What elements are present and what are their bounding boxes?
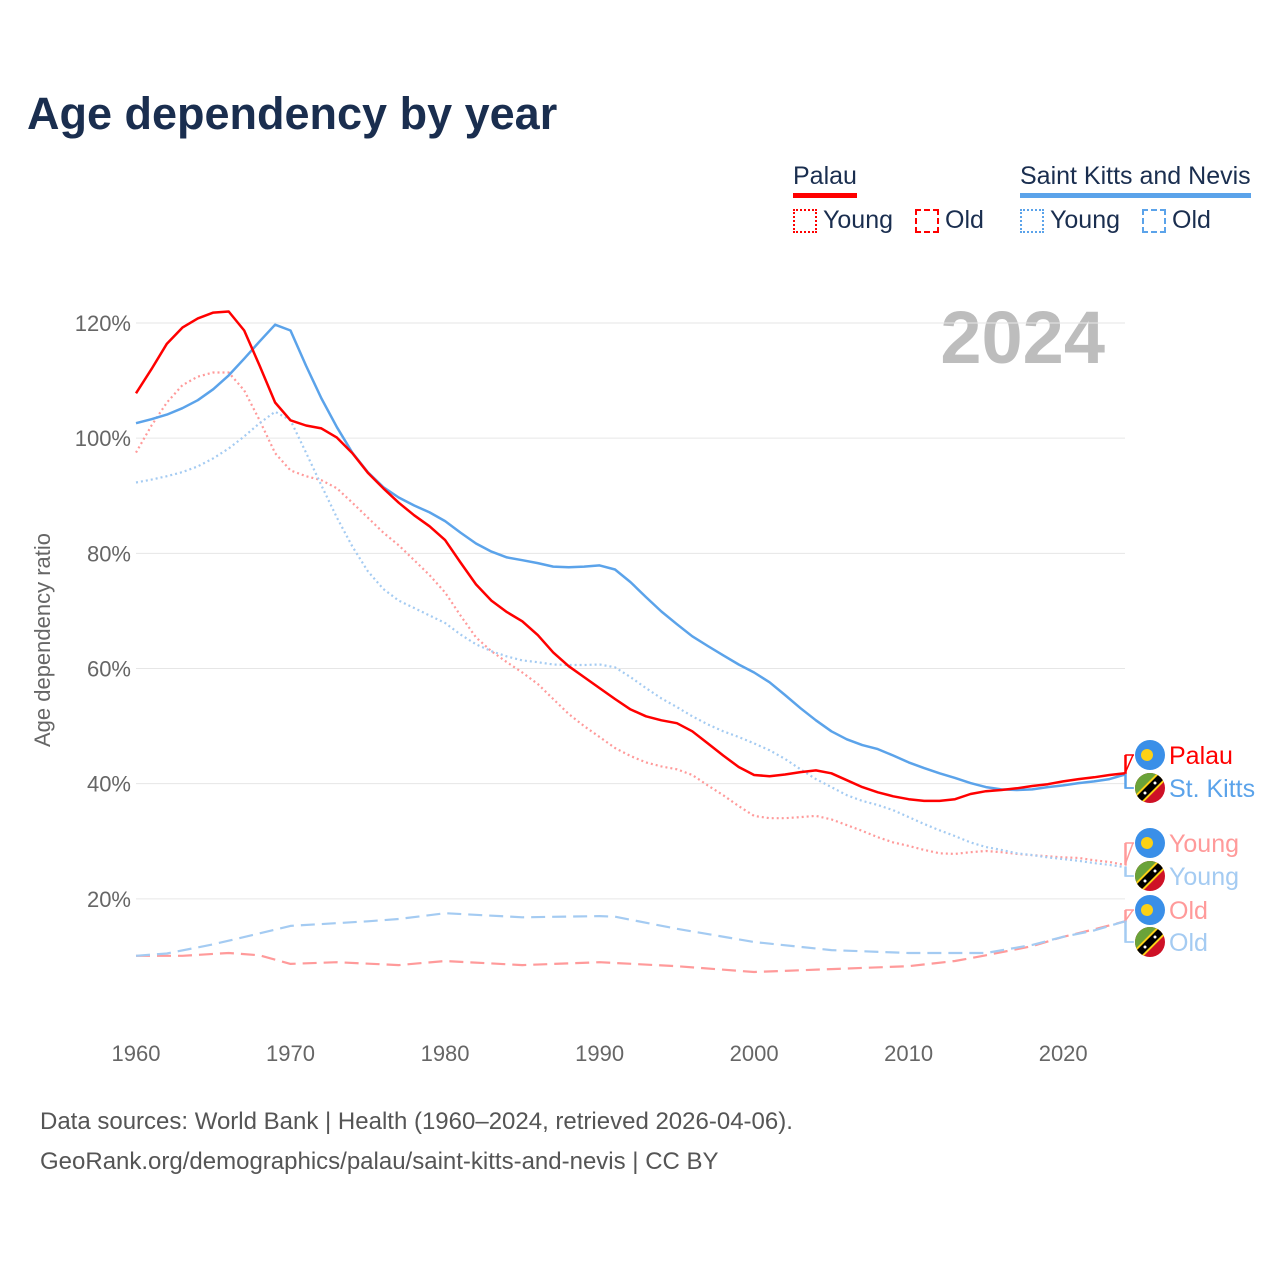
legend-item-old: Old: [1142, 206, 1211, 235]
legend-label: Old: [1172, 206, 1211, 234]
series-line-saint-kitts-and-nevis: [135, 323, 1126, 792]
label-connector: [1125, 866, 1134, 877]
end-label: Old: [1169, 897, 1208, 925]
legend-label: Young: [1050, 206, 1120, 234]
series-line-palau-old: [136, 920, 1126, 974]
legend-item-young: Young: [793, 206, 893, 235]
legend-name: Palau: [793, 162, 857, 198]
sources-link[interactable]: GeoRank.org/demographics/palau/saint-kit…: [40, 1148, 719, 1175]
palau-flag-moon: [1141, 749, 1153, 761]
skn-flag-icon: [1135, 927, 1165, 957]
year-watermark: 2024: [940, 296, 1105, 379]
end-label: Old: [1169, 929, 1208, 957]
end-label: Young: [1169, 863, 1239, 891]
x-tick-label: 2010: [884, 1041, 933, 1066]
y-tick-label: 120%: [75, 311, 131, 336]
legend-label: Old: [945, 206, 984, 234]
palau-flag-moon: [1141, 904, 1153, 916]
x-tick-label: 1970: [266, 1041, 315, 1066]
legend-group-skn: Saint Kitts and Nevis Young Old: [1020, 162, 1251, 235]
y-axis-title: Age dependency ratio: [30, 533, 55, 747]
label-connector: [1125, 773, 1134, 789]
series-line-saint-kitts-and-nevis-young: [135, 410, 1126, 869]
series-line-palau: [134, 310, 1126, 803]
legend-item-old: Old: [915, 206, 984, 235]
x-tick-label: 2020: [1039, 1041, 1088, 1066]
label-connector: [1125, 842, 1134, 866]
y-tick-label: 20%: [87, 887, 131, 912]
end-label: Palau: [1169, 742, 1233, 770]
skn-flag-icon: [1135, 861, 1165, 891]
dotted-swatch-icon: [1020, 208, 1044, 233]
legend-name: Saint Kitts and Nevis: [1020, 162, 1251, 198]
y-tick-label: 60%: [87, 657, 131, 682]
palau-flag-moon: [1141, 837, 1153, 849]
y-tick-label: 40%: [87, 772, 131, 797]
y-tick-label: 100%: [75, 426, 131, 451]
dotted-swatch-icon: [793, 208, 817, 233]
series-line-palau-young: [135, 371, 1126, 866]
sources-line: Data sources: World Bank | Health (1960–…: [40, 1108, 793, 1135]
legend-item-young: Young: [1020, 206, 1120, 235]
dashed-swatch-icon: [915, 208, 939, 233]
chart-title: Age dependency by year: [27, 88, 558, 139]
skn-flag-icon: [1135, 773, 1165, 803]
x-tick-label: 1990: [575, 1041, 624, 1066]
legend-label: Young: [823, 206, 893, 234]
end-label: St. Kitts: [1169, 775, 1255, 803]
x-tick-label: 1960: [112, 1041, 161, 1066]
legend-group-palau: Palau Young Old: [793, 162, 1000, 235]
y-tick-label: 80%: [87, 541, 131, 566]
x-tick-label: 2000: [730, 1041, 779, 1066]
end-label: Young: [1169, 830, 1239, 858]
dashed-swatch-icon: [1142, 208, 1166, 233]
x-tick-label: 1980: [421, 1041, 470, 1066]
label-connector: [1125, 754, 1134, 775]
label-connector: [1125, 920, 1134, 943]
series-line-saint-kitts-and-nevis-old: [135, 912, 1126, 957]
